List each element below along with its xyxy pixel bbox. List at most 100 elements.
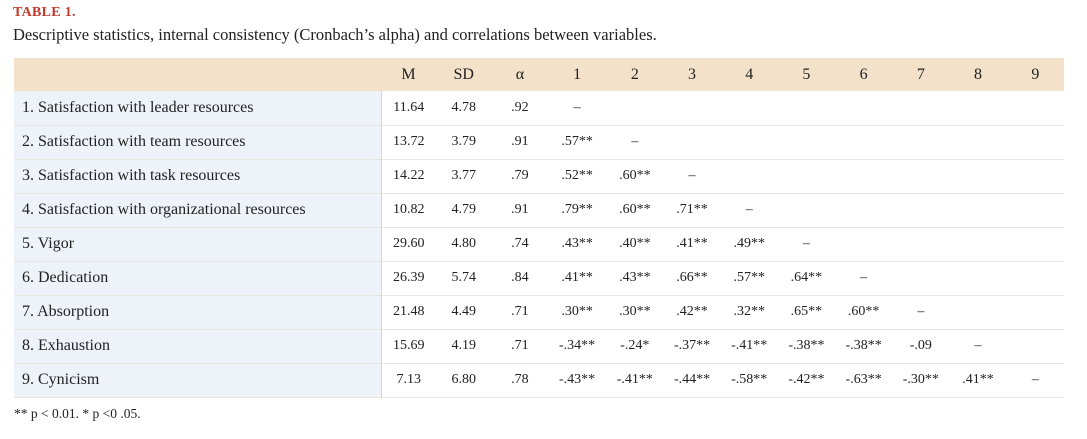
table-cell <box>663 125 720 159</box>
header-sd: SD <box>453 65 474 83</box>
table-cell: 21.48 <box>380 295 436 329</box>
table-cell: .60** <box>619 168 651 183</box>
table-cell: .41** <box>561 270 593 285</box>
table-cell <box>892 91 949 125</box>
table-cell: .91 <box>511 134 529 149</box>
table-cell <box>949 295 1006 329</box>
table-cell: .60** <box>619 202 651 217</box>
table-cell <box>606 91 663 125</box>
table-cell <box>835 91 892 125</box>
table-cell: 29.60 <box>380 227 436 261</box>
table-cell: – <box>860 270 868 285</box>
table-cell: .71 <box>511 338 529 353</box>
table-cell: 10.82 <box>380 193 436 227</box>
header-row: M SD α 1 2 3 4 5 6 7 8 9 <box>14 58 1064 91</box>
table-cell: .79 <box>511 168 529 183</box>
table-cell: -.63** <box>845 372 882 387</box>
table-cell: 11.64 <box>380 91 436 125</box>
table-cell <box>835 159 892 193</box>
correlation-table: M SD α 1 2 3 4 5 6 7 8 9 1. Satisfaction… <box>14 58 1064 398</box>
table-cell <box>778 91 835 125</box>
table-cell: 5.74 <box>451 270 476 285</box>
row-variable-label: 4. Satisfaction with organizational reso… <box>14 193 382 227</box>
table-cell: .43** <box>619 270 651 285</box>
table-cell <box>778 193 835 227</box>
table-cell: – <box>688 168 696 183</box>
table-row: 8. Exhaustion 15.69 4.19 .71 -.34** -.24* -.37… <box>14 329 1064 363</box>
table-cell: -.58** <box>731 372 768 387</box>
table-cell: -.09 <box>909 338 932 353</box>
table-cell: .60** <box>847 304 880 319</box>
table-cell: -.44** <box>673 372 711 387</box>
table-cell <box>1007 91 1064 125</box>
table-cell <box>949 227 1006 261</box>
header-alpha: α <box>515 65 525 83</box>
table-cell <box>892 261 949 295</box>
table-row: 7. Absorption 21.48 4.49 .71 .30** .30** .42**… <box>14 295 1064 329</box>
header-col-3: 3 <box>688 65 697 83</box>
table-cell <box>1007 261 1064 295</box>
table-cell <box>949 91 1006 125</box>
table-cell: .78 <box>511 372 529 387</box>
row-variable-label: 9. Cynicism <box>14 363 382 397</box>
table-cell: .32** <box>733 304 765 319</box>
table-cell <box>778 125 835 159</box>
header-variable <box>14 58 381 91</box>
header-col-8: 8 <box>974 65 983 83</box>
table-cell: – <box>745 202 753 217</box>
table-cell <box>892 193 949 227</box>
table-cell: .74 <box>511 236 529 251</box>
table-cell <box>663 91 720 125</box>
header-col-4: 4 <box>745 65 754 83</box>
table-cell <box>892 159 949 193</box>
table-cell: .64** <box>790 270 823 285</box>
table-cell: -.41** <box>616 372 653 387</box>
table-cell <box>1007 227 1064 261</box>
table-cell <box>835 227 892 261</box>
table-footnote: ** p < 0.01. * p <0 .05. <box>14 406 141 421</box>
table-cell: 14.22 <box>380 159 436 193</box>
table-cell: .65** <box>790 304 823 319</box>
table-cell <box>949 261 1006 295</box>
table-cell: .49** <box>733 236 765 251</box>
table-cell <box>835 125 892 159</box>
table-cell <box>949 159 1006 193</box>
row-variable-label: 7. Absorption <box>14 295 382 329</box>
table-row: 4. Satisfaction with organizational reso… <box>14 193 1064 227</box>
table-cell: 15.69 <box>380 329 436 363</box>
table-caption: Descriptive statistics, internal consist… <box>13 25 657 44</box>
table-cell: .43** <box>561 236 593 251</box>
table-cell: – <box>1031 372 1039 387</box>
table-cell <box>835 193 892 227</box>
table-cell <box>1007 159 1064 193</box>
table-cell <box>1007 125 1064 159</box>
table-cell <box>721 125 778 159</box>
table-cell: 26.39 <box>380 261 436 295</box>
table-cell: -.41** <box>731 338 768 353</box>
table-row: 2. Satisfaction with team resources 13.72… <box>14 125 1064 159</box>
header-col-9: 9 <box>1031 65 1040 83</box>
row-variable-label: 2. Satisfaction with team resources <box>14 125 382 159</box>
table-row: 9. Cynicism 7.13 6.80 .78 -.43** -.41** -.44**… <box>14 363 1064 397</box>
table-cell: .79** <box>561 202 593 217</box>
table-row: 6. Dedication 26.39 5.74 .84 .41** .43** .66**… <box>14 261 1064 295</box>
table-cell <box>949 193 1006 227</box>
table-cell <box>721 91 778 125</box>
table-cell: 4.19 <box>451 338 476 353</box>
table-cell: -.34** <box>559 338 596 353</box>
table-cell: 3.77 <box>451 168 476 183</box>
table-cell: -.38** <box>845 338 882 353</box>
table-cell: .52** <box>561 168 593 183</box>
row-variable-label: 5. Vigor <box>14 227 382 261</box>
table-cell: .84 <box>511 270 529 285</box>
table-cell: 13.72 <box>380 125 436 159</box>
table-cell <box>1007 295 1064 329</box>
table-cell <box>1007 193 1064 227</box>
table-cell: 6.80 <box>451 372 476 387</box>
table-cell: 4.78 <box>451 99 476 115</box>
table-cell: .30** <box>561 304 593 319</box>
table-cell: -.42** <box>788 372 825 387</box>
table-cell: .41** <box>962 372 994 387</box>
table-cell <box>778 159 835 193</box>
table-label: TABLE 1. <box>13 5 76 20</box>
